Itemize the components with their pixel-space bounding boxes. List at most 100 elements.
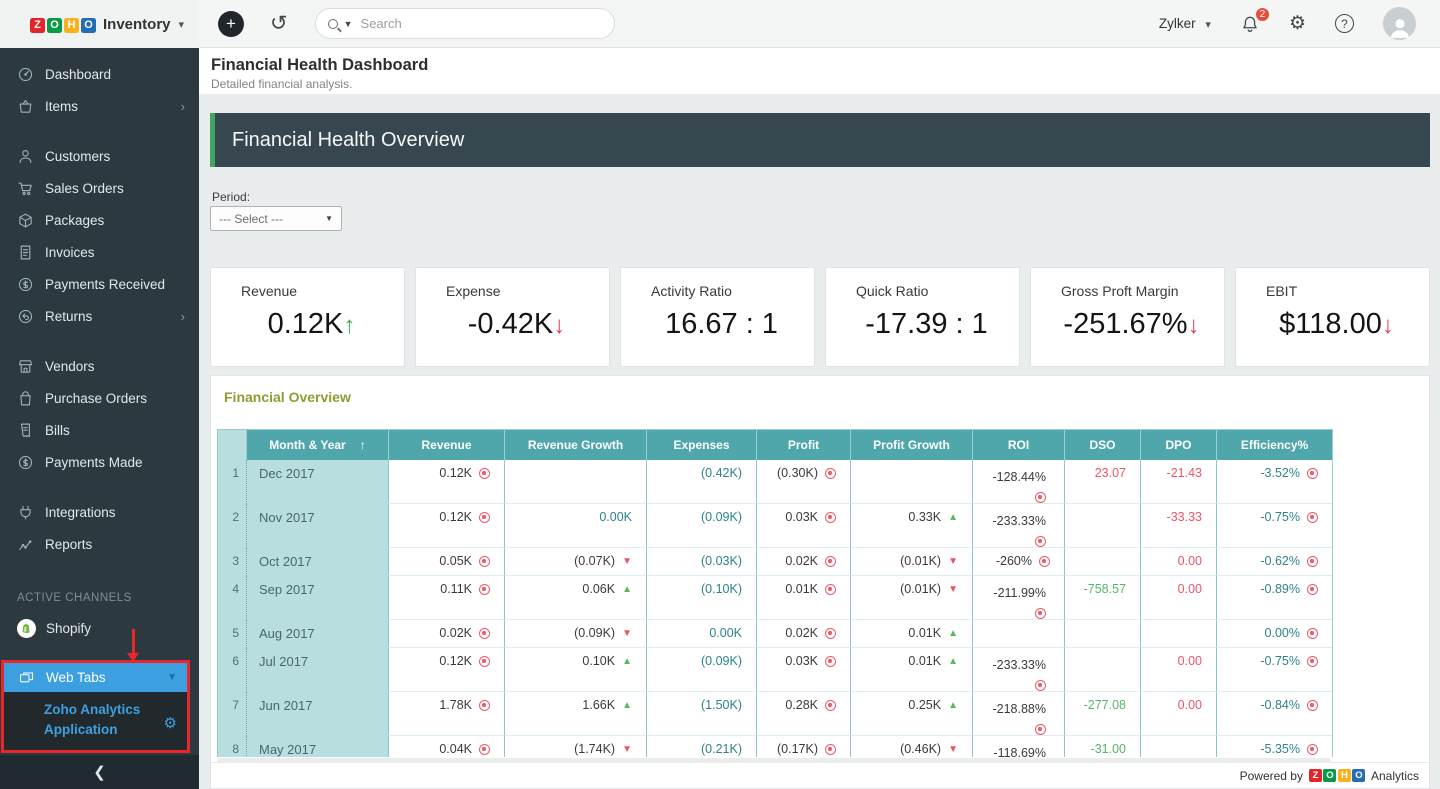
sort-asc-arrow-icon: ↑ <box>359 438 366 452</box>
row-number: 3 <box>218 548 246 576</box>
chevron-down-icon: ▾ <box>1205 19 1211 31</box>
red-target-icon <box>479 700 490 711</box>
trend-down-arrow-icon: ↓ <box>553 312 566 339</box>
search-scope-caret-icon[interactable]: ▼ <box>343 18 353 29</box>
user-avatar[interactable] <box>1383 7 1416 40</box>
horizontal-scrollbar[interactable] <box>217 758 1331 764</box>
invoices-icon <box>17 244 34 261</box>
cell-value: 0.11K <box>440 582 472 596</box>
red-target-icon <box>479 512 490 523</box>
cell-efficiency: -3.52% <box>1216 460 1332 504</box>
cell-value: 0.33K <box>908 510 942 524</box>
sidebar-item-payments-received[interactable]: Payments Received <box>0 268 199 300</box>
cell-month-year: Jun 2017 <box>246 692 388 736</box>
sidebar-item-returns[interactable]: Returns › <box>0 300 199 332</box>
column-header-revenue-growth[interactable]: Revenue Growth <box>504 430 646 460</box>
sidebar-item-zoho-analytics-application[interactable]: Zoho Analytics Application ⚙ <box>4 692 187 750</box>
sidebar-item-customers[interactable]: Customers <box>0 140 199 172</box>
banner-title: Financial Health Overview <box>232 128 465 151</box>
settings-gear-icon[interactable]: ⚙ <box>1288 13 1306 34</box>
recent-history-icon[interactable]: ↺ <box>270 12 288 35</box>
column-header-month-year[interactable]: Month & Year ↑ <box>246 430 388 460</box>
sidebar-item-label: Sales Orders <box>45 180 124 196</box>
global-search: ▼ <box>314 8 615 39</box>
cell-value: 0.04K <box>439 742 472 756</box>
cell-roi: -260% <box>972 548 1064 576</box>
gear-icon[interactable]: ⚙ <box>163 715 177 732</box>
cell-value: -233.33% <box>992 658 1046 672</box>
cell-value: -758.57 <box>1083 582 1126 596</box>
zoho-logo-letter: Z <box>1308 769 1322 782</box>
cell-profit-growth: 0.01K ▲ <box>850 620 972 648</box>
sidebar-item-shopify[interactable]: Shopify <box>0 612 199 644</box>
cell-value: -233.33% <box>992 514 1046 528</box>
row-number: 6 <box>218 648 246 692</box>
reports-icon <box>17 536 34 553</box>
column-header-expenses[interactable]: Expenses <box>646 430 756 460</box>
column-header-profit-growth[interactable]: Profit Growth <box>850 430 972 460</box>
red-target-icon <box>1307 556 1318 567</box>
cell-value: (0.10K) <box>701 582 742 596</box>
cell-roi: -233.33% <box>972 648 1064 692</box>
chevron-down-icon: ▼ <box>325 214 333 223</box>
red-target-icon <box>825 628 836 639</box>
column-header-efficiency[interactable]: Efficiency% <box>1216 430 1332 460</box>
sidebar-item-purchase-orders[interactable]: Purchase Orders <box>0 382 199 414</box>
column-header-dpo[interactable]: DPO <box>1140 430 1216 460</box>
sidebar-item-label: Bills <box>45 422 70 438</box>
cell-value: (0.42K) <box>701 466 742 480</box>
cell-revenue: 0.12K <box>388 504 504 548</box>
column-header-revenue[interactable]: Revenue <box>388 430 504 460</box>
kpi-card-activity-ratio: Activity Ratio 16.67 : 1 <box>620 267 815 367</box>
cell-expenses: (0.21K) <box>646 736 756 757</box>
cell-efficiency: -0.75% <box>1216 648 1332 692</box>
help-icon[interactable]: ? <box>1335 14 1354 33</box>
sidebar-item-dashboard[interactable]: Dashboard <box>0 58 199 90</box>
search-input[interactable] <box>360 16 602 31</box>
cell-expenses: (0.42K) <box>646 460 756 504</box>
trend-down-arrow-icon: ↓ <box>1381 312 1394 339</box>
zoho-logo-letter: O <box>1323 769 1337 782</box>
sidebar-item-integrations[interactable]: Integrations <box>0 496 199 528</box>
kpi-card-revenue: Revenue 0.12K↑ <box>210 267 405 367</box>
column-header-roi[interactable]: ROI <box>972 430 1064 460</box>
cell-value: 0.00 <box>1177 582 1202 596</box>
sidebar-item-vendors[interactable]: Vendors <box>0 350 199 382</box>
chevron-down-icon[interactable]: ▾ <box>178 18 185 31</box>
chevron-down-icon[interactable]: ▼ <box>167 672 177 683</box>
sidebar-collapse-button[interactable]: ❮ <box>0 755 199 789</box>
column-header-profit[interactable]: Profit <box>756 430 850 460</box>
red-target-icon <box>1307 700 1318 711</box>
down-triangle-icon: ▼ <box>622 628 632 639</box>
cell-efficiency: -0.84% <box>1216 692 1332 736</box>
sidebar-item-sales-orders[interactable]: Sales Orders <box>0 172 199 204</box>
vertical-scrollbar[interactable] <box>1432 428 1438 756</box>
sidebar-item-web-tabs[interactable]: Web Tabs ▼ <box>4 663 187 692</box>
red-target-icon <box>825 700 836 711</box>
column-header-dso[interactable]: DSO <box>1064 430 1140 460</box>
table-row: 3 Oct 2017 0.05K (0.07K) ▼ (0.03K) 0.02K (0.01K… <box>218 548 1332 576</box>
notifications-button[interactable]: 2 <box>1240 5 1271 34</box>
cell-value: 0.05K <box>439 554 472 568</box>
cell-profit-growth: 0.25K ▲ <box>850 692 972 736</box>
down-triangle-icon: ▼ <box>948 584 958 595</box>
sidebar-item-reports[interactable]: Reports <box>0 528 199 560</box>
period-select[interactable]: --- Select --- ▼ <box>210 206 342 231</box>
cell-expenses: (0.09K) <box>646 648 756 692</box>
cell-value: 0.00 <box>1177 698 1202 712</box>
sidebar-item-packages[interactable]: Packages <box>0 204 199 236</box>
sidebar-item-payments-made[interactable]: Payments Made <box>0 446 199 478</box>
cell-roi: -233.33% <box>972 504 1064 548</box>
sidebar-item-invoices[interactable]: Invoices <box>0 236 199 268</box>
sidebar-item-label: Reports <box>45 536 93 552</box>
sidebar-item-label: Purchase Orders <box>45 390 148 406</box>
cell-dpo <box>1140 736 1216 757</box>
org-switcher[interactable]: Zylker ▾ <box>1159 16 1211 31</box>
sidebar-item-items[interactable]: Items › <box>0 90 199 122</box>
quick-create-button[interactable]: + <box>218 10 244 37</box>
sidebar-item-bills[interactable]: Bills <box>0 414 199 446</box>
financial-overview-table: Month & Year ↑ Revenue Revenue Growth Expens… <box>217 429 1333 757</box>
